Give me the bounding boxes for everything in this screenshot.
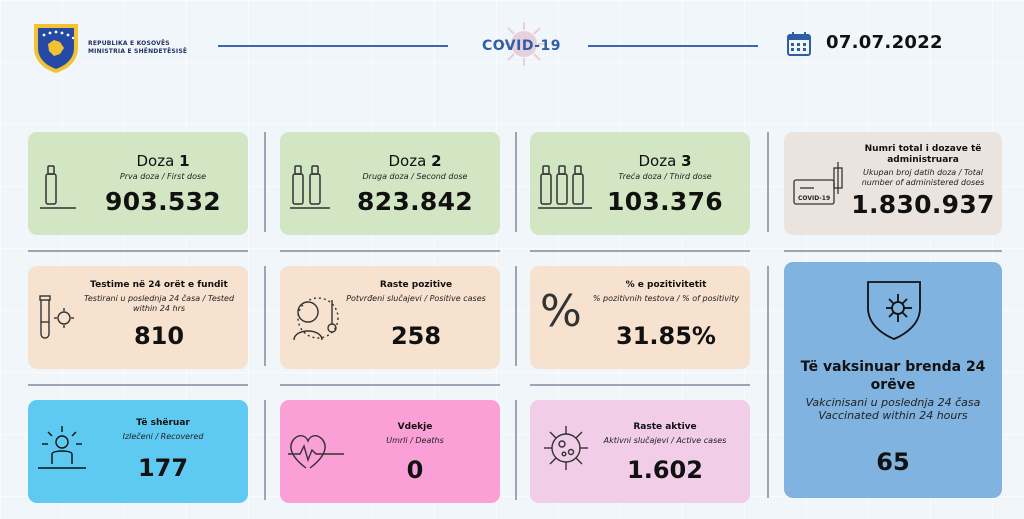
heartbeat-icon — [288, 434, 344, 469]
total-doses-value: 1.830.937 — [851, 190, 995, 219]
vial-icon — [40, 165, 76, 209]
dose-3-label: Doza — [638, 152, 677, 170]
vaccinated-24h-value: 65 — [876, 448, 910, 476]
dose-1-title: Doza 1 — [108, 152, 218, 170]
vial-icon — [538, 165, 592, 209]
header: REPUBLIKA E KOSOVËS MINISTRIA E SHËNDETË… — [0, 0, 1024, 90]
divider — [784, 250, 1002, 252]
divider — [28, 384, 248, 386]
positive-cases-subtitle: Potvrđeni slučajevi / Positive cases — [346, 294, 486, 303]
vaccinated-24h-subtitle-1: Vakcinisani u poslednja 24 časa — [805, 396, 981, 409]
dose-1-label: Doza — [136, 152, 175, 170]
deaths-title: Vdekje — [397, 422, 433, 432]
report-date: 07.07.2022 — [826, 32, 943, 53]
tests-value: 810 — [133, 322, 185, 350]
kosovo-emblem-icon — [34, 24, 78, 73]
positive-cases-value: 258 — [390, 322, 442, 350]
covid-label: COVID-19 — [482, 38, 562, 54]
total-doses-card: COVID-19 Numri total i dozave të adminis… — [784, 132, 1002, 235]
shield-virus-icon — [867, 281, 921, 340]
header-line-right — [588, 45, 758, 47]
divider — [767, 132, 769, 232]
dose-3-subtitle: Treća doza / Third dose — [618, 172, 712, 181]
positivity-value: 31.85% — [616, 322, 716, 350]
dose-2-card: Doza 2 Druga doza / Second dose 823.842 — [280, 132, 500, 235]
total-doses-title: Numri total i dozave të administruara — [864, 144, 982, 165]
syringe-certificate-icon: COVID-19 — [793, 162, 843, 205]
tests-card: Testime në 24 orët e fundit Testirani u … — [28, 266, 248, 369]
header-line-left — [218, 45, 448, 47]
divider — [530, 250, 750, 252]
dose-3-number: 3 — [681, 152, 692, 170]
active-cases-card: Raste aktive Aktivni slučajevi / Active … — [530, 400, 750, 503]
dose-3-card: Doza 3 Treća doza / Third dose 103.376 — [530, 132, 750, 235]
ministry-line-2: MINISTRIA E SHËNDETËSISË — [88, 48, 188, 55]
positive-cases-title: Raste pozitive — [379, 280, 453, 290]
deaths-subtitle: Umrli / Deaths — [386, 436, 444, 445]
positivity-card: % % e pozitivitetit % pozitivnih testova… — [530, 266, 750, 369]
dose-2-label: Doza — [388, 152, 427, 170]
recovered-card: Të shëruar Izlečeni / Recovered 177 — [28, 400, 248, 503]
thermometer-person-icon — [293, 297, 339, 341]
divider — [515, 400, 517, 500]
virus-cell-icon — [544, 426, 588, 470]
divider — [280, 250, 500, 252]
tests-title: Testime në 24 orët e fundit — [90, 280, 228, 290]
vaccinated-24h-card: Të vaksinuar brenda 24 orëve Vakcinisani… — [784, 262, 1002, 498]
deaths-value: 0 — [406, 456, 424, 484]
dose-1-card: Doza 1 Prva doza / First dose 903.532 — [28, 132, 248, 235]
vial-icon — [290, 165, 330, 209]
positivity-title: % e pozitivitetit — [625, 280, 707, 290]
virus-icon — [502, 22, 546, 66]
active-cases-value: 1.602 — [627, 456, 703, 484]
tests-subtitle: Testirani u poslednja 24 časa / Tested w… — [83, 294, 235, 313]
dose-3-title: Doza 3 — [610, 152, 720, 170]
active-cases-subtitle: Aktivni slučajevi / Active cases — [603, 436, 727, 445]
positivity-subtitle: % pozitivnih testova / % of positivity — [592, 294, 740, 303]
divider — [280, 384, 500, 386]
dose-2-value: 823.842 — [357, 187, 473, 216]
recovered-person-icon — [38, 426, 86, 469]
covid-header: COVID-19 — [470, 20, 570, 70]
divider — [264, 132, 266, 232]
divider — [264, 266, 266, 366]
dose-3-value: 103.376 — [607, 187, 723, 216]
divider — [530, 384, 750, 386]
recovered-subtitle: Izlečeni / Recovered — [122, 432, 204, 441]
svg-text:COVID-19: COVID-19 — [798, 195, 830, 202]
dose-1-subtitle: Prva doza / First dose — [119, 172, 207, 181]
total-doses-subtitle: Ukupan broj datih doza / Total number of… — [861, 168, 985, 187]
ministry-name: REPUBLIKA E KOSOVËS MINISTRIA E SHËNDETË… — [88, 40, 187, 56]
deaths-card: Vdekje Umrli / Deaths 0 — [280, 400, 500, 503]
active-cases-title: Raste aktive — [633, 422, 697, 432]
percent-icon: % — [540, 286, 582, 337]
positive-cases-card: Raste pozitive Potvrđeni slučajevi / Pos… — [280, 266, 500, 369]
dose-1-number: 1 — [179, 152, 190, 170]
vaccinated-24h-title: Të vaksinuar brenda 24 orëve — [800, 359, 986, 393]
recovered-title: Të shëruar — [136, 418, 190, 428]
recovered-value: 177 — [137, 454, 189, 482]
dose-2-subtitle: Druga doza / Second dose — [362, 172, 468, 181]
divider — [515, 132, 517, 232]
divider — [264, 400, 266, 500]
dose-2-title: Doza 2 — [360, 152, 470, 170]
test-tube-icon — [39, 295, 74, 339]
dose-1-value: 903.532 — [105, 187, 221, 216]
divider — [767, 266, 769, 498]
divider — [515, 266, 517, 366]
vaccinated-24h-subtitle-2: Vaccinated within 24 hours — [818, 409, 968, 422]
calendar-icon — [787, 32, 811, 56]
ministry-line-1: REPUBLIKA E KOSOVËS — [88, 40, 170, 47]
divider — [28, 250, 248, 252]
dose-2-number: 2 — [431, 152, 442, 170]
